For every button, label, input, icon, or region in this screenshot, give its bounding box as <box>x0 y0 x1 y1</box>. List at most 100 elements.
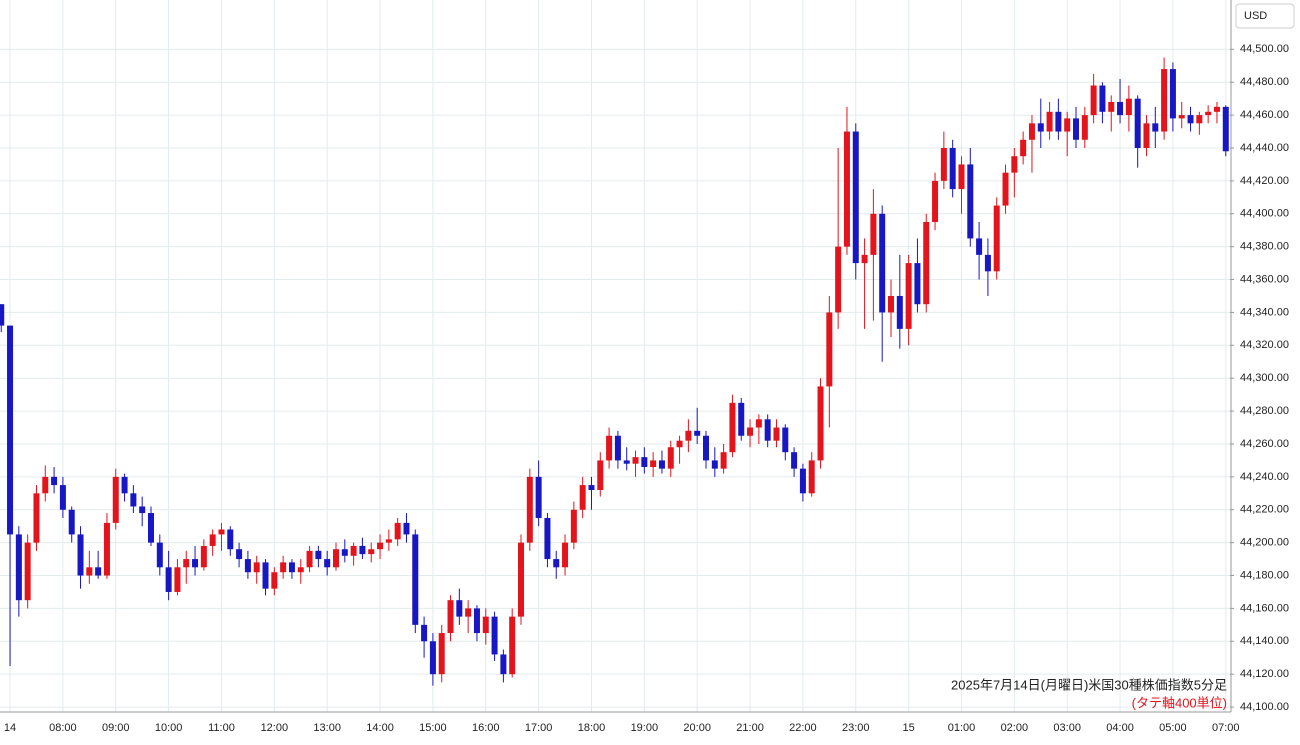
candle-body <box>835 246 842 313</box>
candle-body <box>86 567 93 576</box>
candle-body <box>165 567 172 592</box>
candle-body <box>579 485 586 510</box>
y-tick-label: 44,140.00 <box>1240 635 1289 647</box>
candle-body <box>667 447 674 469</box>
x-tick-label: 19:00 <box>631 722 659 734</box>
candle-body <box>676 440 683 448</box>
candle-body <box>1169 69 1176 119</box>
candle-body <box>359 545 366 555</box>
candle-body <box>535 476 542 518</box>
y-tick-label: 44,380.00 <box>1240 241 1289 253</box>
candle-body <box>447 600 454 634</box>
candle-body <box>377 542 384 550</box>
candle-body <box>1055 111 1062 132</box>
candle-body <box>843 131 850 247</box>
candle-body <box>253 562 260 573</box>
candle-body <box>976 238 983 255</box>
x-tick-label: 10:00 <box>155 722 183 734</box>
candle-body <box>262 562 269 589</box>
candle-body <box>103 522 110 576</box>
candle-body <box>174 567 181 592</box>
candle-body <box>59 485 66 510</box>
candle-body <box>1161 69 1168 132</box>
candle-body <box>77 534 84 576</box>
candle-body <box>808 460 815 494</box>
candle-body <box>544 517 551 560</box>
candle-body <box>650 460 657 467</box>
x-tick-label: 15:00 <box>419 722 447 734</box>
candle-body <box>914 263 921 305</box>
candle-body <box>68 509 75 535</box>
candle-body <box>297 567 304 573</box>
x-tick-label: 07:00 <box>1212 722 1240 734</box>
candle-body <box>350 545 357 556</box>
candle-body <box>456 600 463 617</box>
candle-body <box>1020 139 1027 157</box>
candle-body <box>280 562 287 573</box>
candle-body <box>614 435 621 461</box>
candle-body <box>315 550 322 560</box>
candle-body <box>826 312 833 387</box>
x-tick-label: 13:00 <box>313 722 341 734</box>
candle-body <box>95 567 102 576</box>
y-tick-label: 44,420.00 <box>1240 175 1289 187</box>
candle-body <box>218 529 225 535</box>
candle-body <box>685 430 692 441</box>
y-tick-label: 44,320.00 <box>1240 339 1289 351</box>
candle-body <box>588 485 595 491</box>
candle-body <box>306 550 313 568</box>
candle-body <box>632 457 639 464</box>
candle-body <box>147 513 154 543</box>
candle-body <box>888 295 895 313</box>
y-tick-label: 44,340.00 <box>1240 306 1289 318</box>
candle-body <box>139 506 146 514</box>
candle-body <box>1090 85 1097 116</box>
candle-body <box>332 549 339 568</box>
annotation-sub: (タテ軸400単位) <box>1132 695 1227 710</box>
y-tick-label: 44,280.00 <box>1240 405 1289 417</box>
y-tick-label: 44,480.00 <box>1240 76 1289 88</box>
candle-body <box>438 633 445 675</box>
candle-body <box>42 476 49 494</box>
candle-body <box>773 427 780 441</box>
candle-body <box>896 295 903 329</box>
x-tick-label: 15 <box>902 722 914 734</box>
candle-body <box>200 545 207 568</box>
candle-body <box>755 419 762 428</box>
candle-body <box>905 263 912 329</box>
candle-body <box>15 534 22 601</box>
candle-body <box>1081 115 1088 140</box>
candle-body <box>341 549 348 556</box>
candle-body <box>817 386 824 461</box>
y-tick-label: 44,160.00 <box>1240 602 1289 614</box>
x-tick-label: 04:00 <box>1106 722 1134 734</box>
candle-body <box>641 457 648 467</box>
candle-body <box>491 616 498 655</box>
x-tick-label: 02:00 <box>1001 722 1029 734</box>
candle-body <box>1073 118 1080 140</box>
candle-body <box>33 493 40 543</box>
x-tick-label: 08:00 <box>49 722 77 734</box>
candle-body <box>597 460 604 491</box>
candle-body <box>940 147 947 181</box>
grid <box>0 0 1230 712</box>
x-tick-label: 03:00 <box>1053 722 1081 734</box>
candle-body <box>747 427 754 436</box>
candle-body <box>703 435 710 461</box>
candle-body <box>791 452 798 469</box>
candle-body <box>368 549 375 555</box>
candle-body <box>509 616 516 675</box>
candle-body <box>473 608 480 634</box>
candle-body <box>1178 115 1185 119</box>
candle-body <box>553 559 560 568</box>
candle-body <box>429 641 436 675</box>
candle-body <box>562 542 569 568</box>
x-tick-label: 14:00 <box>366 722 394 734</box>
candle-body <box>0 304 5 326</box>
candle-body <box>958 164 965 190</box>
candle-body <box>1134 98 1141 148</box>
candle-body <box>729 402 736 453</box>
candle-body <box>720 452 727 469</box>
candle-body <box>324 559 331 568</box>
candle-body <box>7 325 14 535</box>
